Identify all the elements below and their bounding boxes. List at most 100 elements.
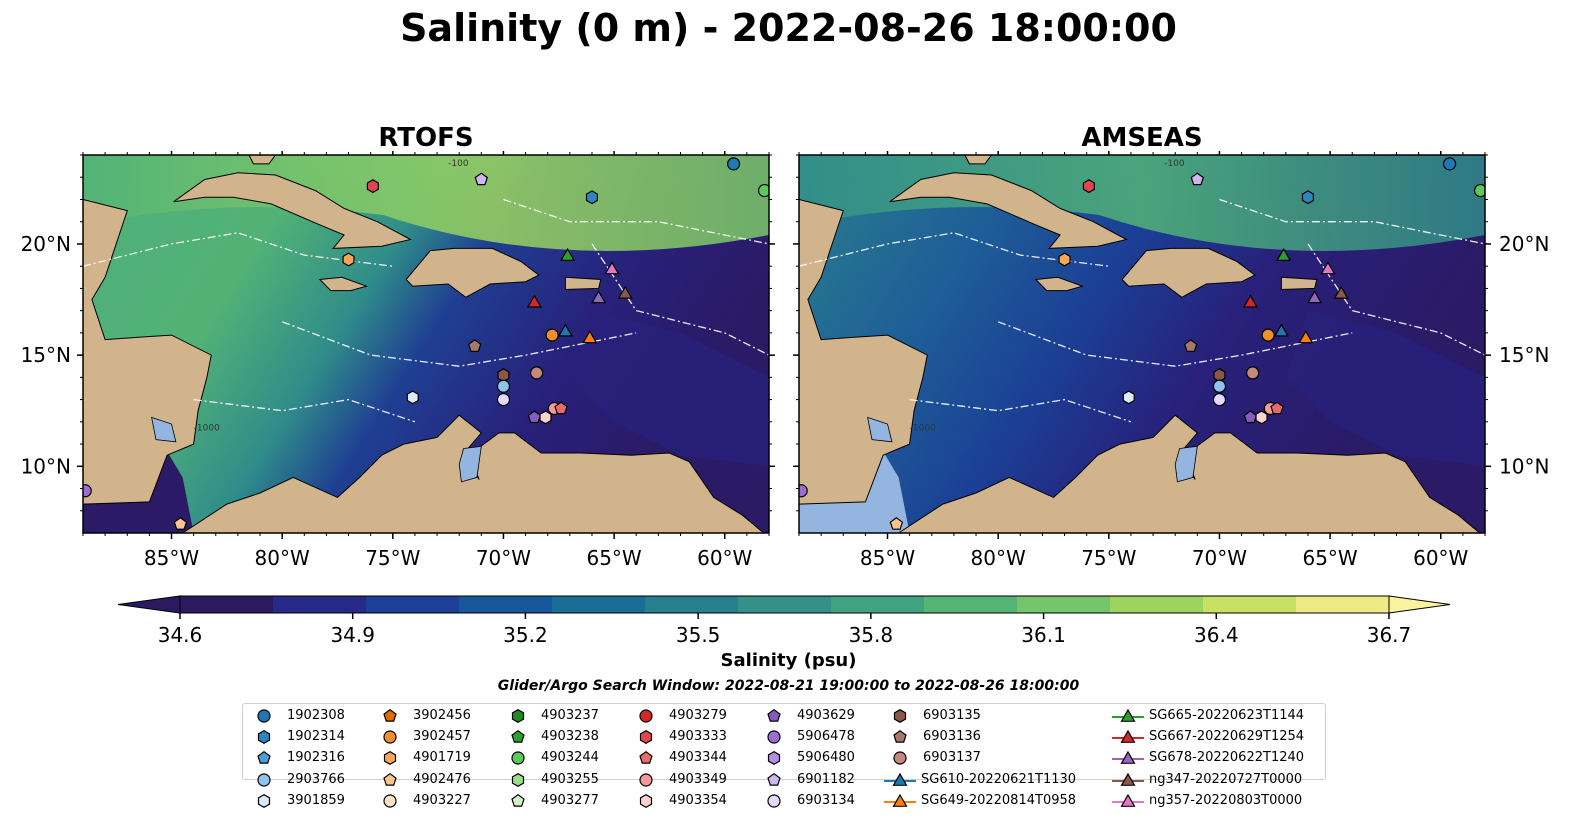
legend-swatch [257,709,271,723]
legend-label: ng357-20220803T0000 [1149,792,1303,808]
legend-label: 4903349 [669,771,727,787]
legend-swatch [383,730,397,744]
legend-label: ng347-20220727T0000 [1149,771,1303,787]
colorbar-segment [738,596,832,613]
legend-swatch [1112,708,1144,722]
float-marker-ng357-20220803T0000 [604,261,620,275]
colorbar-segment [180,596,274,613]
legend-swatch [767,794,781,808]
legend-swatch [884,793,916,807]
map-area: -1000 -100 [799,155,1485,533]
legend-label: SG667-20220629T1254 [1149,729,1305,745]
lake [867,416,893,443]
map-frame [798,154,1486,534]
panel-title: RTOFS [378,123,473,153]
legend-swatch [257,751,271,765]
legend-marker-icon [1120,793,1136,807]
legend-swatch [383,708,397,722]
legend-label: SG649-20220814T0958 [921,792,1077,808]
legend-marker-icon [383,730,397,744]
legend-label: 1902314 [287,729,345,745]
float-marker-ng347-20220727T0000 [617,285,633,299]
land-mass [318,276,368,292]
float-marker-6903135 [497,368,510,383]
colorbar-segment [459,596,553,613]
float-marker-1902314 [585,190,599,205]
legend-swatch [1112,793,1144,807]
legend-label: 6903135 [923,708,981,723]
legend-swatch [383,751,397,766]
land-mass [564,276,602,291]
boundary-line [193,398,416,423]
land-mass [248,155,277,165]
colorbar-tick-label: 35.5 [676,623,721,647]
legend-swatch [511,793,525,807]
legend-marker-icon [1120,751,1136,765]
legend-label: 4903238 [541,729,599,745]
float-marker-6903134 [496,392,511,407]
boundary-line [83,232,393,267]
float-marker-6903136 [467,339,482,352]
float-marker-6903134 [1212,392,1227,407]
colorbar-segment [366,596,460,613]
search-window-text: Glider/Argo Search Window: 2022-08-21 19… [497,678,1080,694]
legend-label: 4903629 [797,708,855,723]
legend-label: 4903344 [669,750,727,766]
legend-marker-icon [893,709,907,723]
legend-swatch [383,794,397,808]
float-marker-SG667-20220629T1254 [1242,294,1258,308]
lon-label: 75°W [1081,546,1136,570]
colorbar-segment [1110,596,1204,613]
float-marker-4903244 [757,183,769,198]
float-marker-3901859 [406,390,419,405]
float-marker-SG649-20220814T0958 [582,330,598,344]
legend-swatch [893,751,907,765]
legend-marker-icon [1120,729,1136,744]
float-marker-4901719 [342,252,355,267]
float-marker-ng347-20220727T0000 [1333,285,1349,299]
legend-swatch [383,772,397,786]
legend-marker-icon [383,772,397,786]
float-marker-SG678-20220622T1240 [591,290,607,304]
land-mass [1034,276,1084,292]
legend-marker-icon [639,709,653,723]
legend-label: 3902457 [413,729,471,745]
legend-marker-icon [767,708,781,722]
colorbar-segment [924,596,1018,613]
lat-label: 20°N [1499,232,1549,256]
land-mass [1280,276,1318,291]
legend-marker-icon [383,751,397,766]
map-panel-amseas: AMSEAS -1000 -100 85°W 80°W 75°W 70°W 65°W 60°W 2… [793,123,1549,570]
legend-marker-icon [892,793,908,807]
legend-swatch [767,730,781,744]
lon-label: 70°W [1192,546,1247,570]
lake [1174,445,1198,483]
contour-label: -1000 [194,424,220,434]
legend-marker-icon [511,793,525,807]
legend-label: 4903333 [669,729,727,745]
legend-label: 2903766 [287,771,345,787]
figure-title: Salinity (0 m) - 2022-08-26 18:00:00 [400,6,1177,50]
colorbar-segment [1017,596,1111,613]
float-marker-6903137 [530,366,544,380]
legend-swatch [767,751,781,766]
lat-label: 15°N [21,343,71,367]
legend-swatch [639,709,653,723]
legend-swatch [1112,772,1144,786]
colorbar-label: Salinity (psu) [720,650,857,671]
legend-marker-icon [383,708,397,722]
float-marker-3902457 [1261,328,1275,342]
legend-marker-icon [639,793,653,808]
float-marker-1902308 [1442,157,1457,171]
eastern-fresh-tongue [569,310,769,467]
float-marker-5906478 [83,484,92,498]
float-marker-ng357-20220803T0000 [1320,261,1336,275]
legend-swatch [511,730,525,743]
legend-swatch [639,751,653,765]
boundary-line [799,232,1109,267]
legend-label: 4902476 [413,771,471,787]
colorbar-tick-label: 36.7 [1367,623,1412,647]
lat-label: 10°N [1499,454,1549,478]
legend-label: 6903137 [923,750,981,766]
